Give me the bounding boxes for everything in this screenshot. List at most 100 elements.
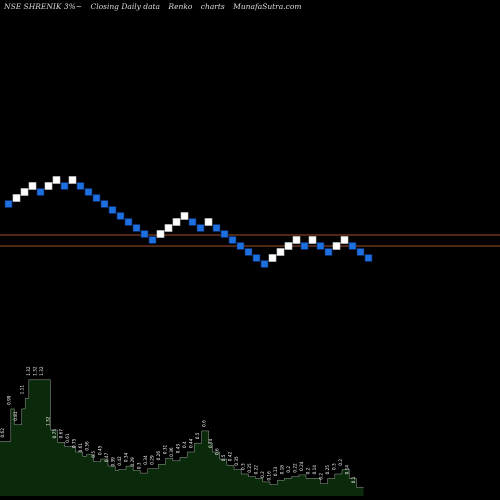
- volume-label: 0.25: [325, 465, 330, 475]
- volume-label: 0.74: [208, 438, 213, 448]
- volume-label: 0.29: [130, 457, 135, 467]
- volume-label: 0.67: [59, 429, 64, 439]
- renko-brick-down: [220, 230, 229, 238]
- volume-label: 0.26: [156, 451, 161, 461]
- renko-brick-down: [36, 188, 45, 196]
- chart-header: NSE SHRENIK 3%~ Closing Daily data Renko…: [4, 2, 307, 11]
- renko-brick-up: [172, 218, 181, 226]
- volume-label: 0.6: [202, 420, 207, 427]
- volume-label: 1.32: [39, 366, 44, 376]
- renko-brick-up: [52, 176, 61, 184]
- renko-brick-down: [244, 248, 253, 256]
- volume-label: 0.62: [0, 428, 5, 438]
- renko-brick-down: [188, 218, 197, 226]
- volume-label: 0.3: [241, 463, 246, 470]
- renko-brick-down: [148, 236, 157, 244]
- renko-brick-down: [116, 212, 125, 220]
- volume-label: 0.25: [247, 463, 252, 473]
- renko-brick-down: [324, 248, 333, 256]
- renko-brick-down: [316, 242, 325, 250]
- renko-brick-down: [300, 242, 309, 250]
- volume-label: 0.99: [7, 395, 12, 405]
- renko-brick-down: [100, 200, 109, 208]
- renko-brick-down: [196, 224, 205, 232]
- volume-label: 0.22: [254, 465, 259, 475]
- volume-label: 0.13: [273, 467, 278, 477]
- renko-brick-up: [180, 212, 189, 220]
- renko-brick-up: [12, 194, 21, 202]
- volume-label: 0.56: [85, 441, 90, 451]
- volume-label: 0.75: [52, 429, 57, 439]
- volume-label: 0.42: [117, 456, 122, 466]
- renko-brick-up: [292, 236, 301, 244]
- volume-label: 0.5: [221, 454, 226, 461]
- volume-label: 0.24: [299, 461, 304, 471]
- renko-brick-down: [84, 188, 93, 196]
- renko-brick-down: [260, 260, 269, 268]
- volume-label: 0.35: [234, 456, 239, 466]
- chart-title: Closing Daily data: [90, 2, 161, 11]
- volume-label: 0.3: [137, 462, 142, 469]
- volume-label: 0.81: [13, 411, 18, 421]
- renko-brick-down: [4, 200, 13, 208]
- renko-brick-down: [236, 242, 245, 250]
- renko-brick-up: [308, 236, 317, 244]
- volume-label: 0.29: [150, 455, 155, 465]
- volume-label: 0.75: [72, 438, 77, 448]
- volume-label: 0.36: [169, 447, 174, 457]
- renko-brick-down: [108, 206, 117, 214]
- site-label: MunafaSutra.com: [233, 2, 302, 11]
- volume-outline: [0, 379, 364, 488]
- renko-brick-down: [132, 224, 141, 232]
- volume-label: 0.18: [280, 465, 285, 475]
- renko-brick-down: [92, 194, 101, 202]
- renko-brick-down: [76, 182, 85, 190]
- volume-label: 1.32: [26, 366, 31, 376]
- volume-label: 0.42: [228, 452, 233, 462]
- volume-label: 0.2: [306, 467, 311, 474]
- renko-brick-up: [44, 182, 53, 190]
- volume-label: 1.32: [46, 416, 51, 426]
- volume-label: 0.22: [293, 463, 298, 473]
- renko-brick-up: [156, 230, 165, 238]
- volume-label: 0.43: [176, 444, 181, 454]
- volume-label: 0.2: [260, 471, 265, 478]
- volume-label: 0.34: [124, 452, 129, 462]
- volume-label: 0.61: [65, 433, 70, 443]
- renko-brick-up: [68, 176, 77, 184]
- volume-label: 0.47: [104, 452, 109, 462]
- chart-kind-label: Renko: [168, 2, 193, 11]
- renko-brick-down: [212, 224, 221, 232]
- renko-brick-up: [204, 218, 213, 226]
- volume-area: [0, 379, 364, 496]
- volume-label: 0.61: [78, 443, 83, 453]
- renko-brick-down: [364, 254, 373, 262]
- volume-label: 0.2: [286, 466, 291, 473]
- renko-brick-up: [268, 254, 277, 262]
- renko-brick-up: [332, 242, 341, 250]
- renko-brick-down: [60, 182, 69, 190]
- renko-brick-up: [28, 182, 37, 190]
- volume-label: 0.2: [338, 459, 343, 466]
- renko-brick-down: [252, 254, 261, 262]
- volume-label: 0.34: [143, 455, 148, 465]
- renko-brick-up: [20, 188, 29, 196]
- volume-label: 0.39: [111, 457, 116, 467]
- volume-label: 0.6: [215, 448, 220, 455]
- renko-brick-up: [276, 248, 285, 256]
- volume-label: 0.44: [189, 438, 194, 448]
- renko-brick-down: [348, 242, 357, 250]
- volume-label: 1.32: [33, 366, 38, 376]
- charts-word: charts: [200, 2, 225, 11]
- volume-label: 0.3: [332, 463, 337, 470]
- renko-brick-up: [284, 242, 293, 250]
- volume-label: 0.16: [267, 471, 272, 481]
- renko-brick-up: [164, 224, 173, 232]
- volume-label: 0.14: [312, 465, 317, 475]
- volume-label: 0.5: [195, 432, 200, 439]
- volume-label: 0.5: [91, 451, 96, 458]
- renko-brick-down: [228, 236, 237, 244]
- renko-brick-up: [340, 236, 349, 244]
